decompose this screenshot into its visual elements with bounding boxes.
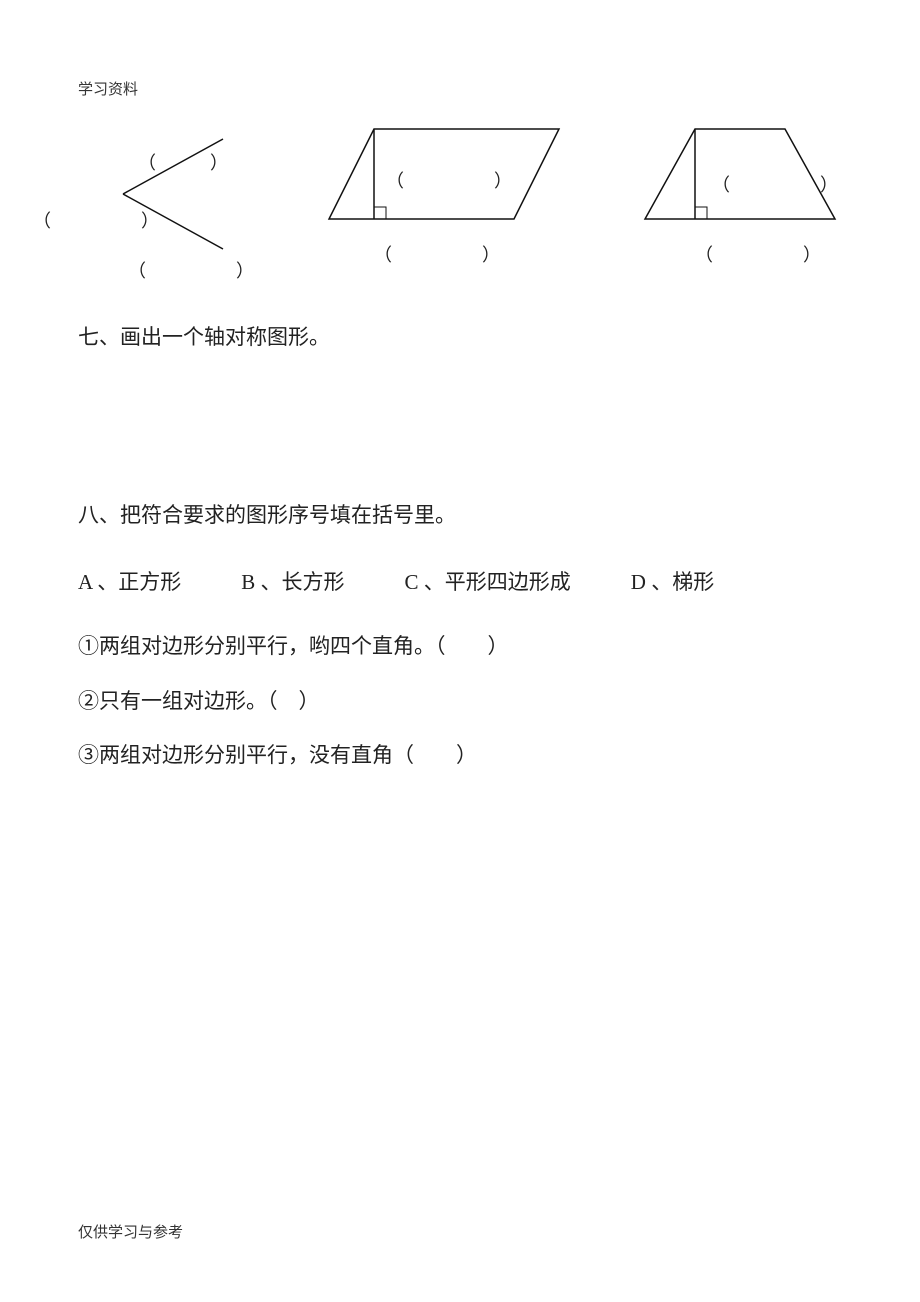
angle-label-top: （ ） bbox=[138, 149, 246, 175]
option-b: B 、长方形 bbox=[241, 555, 344, 610]
angle-svg bbox=[48, 119, 248, 269]
angle-figure: （ ） （ ） （ ） bbox=[48, 119, 248, 269]
para-label-bottom: （ ） bbox=[374, 241, 518, 267]
q8-item-3: ③两组对边形分别平行，没有直角（ ） bbox=[78, 728, 850, 783]
option-a: A 、正方形 bbox=[78, 555, 181, 610]
q8-item-1: ①两组对边形分别平行，哟四个直角。（ ） bbox=[78, 619, 850, 674]
q8-options-row: A 、正方形 B 、长方形 C 、平形四边形成 D 、梯形 bbox=[78, 555, 850, 610]
header-text: 学习资料 bbox=[78, 78, 850, 99]
angle-label-vertex: （ ） bbox=[33, 207, 177, 233]
para-label-inside: （ ） bbox=[386, 167, 530, 193]
figures-row: （ ） （ ） （ ） （ ） （ ） （ ） （ ） bbox=[78, 119, 850, 269]
trap-label-bottom: （ ） bbox=[695, 241, 839, 267]
question-8-title: 八、把符合要求的图形序号填在括号里。 bbox=[78, 497, 850, 535]
angle-label-bottom: （ ） bbox=[128, 257, 272, 283]
trap-label-inside: （ ） bbox=[712, 171, 856, 197]
footer-text: 仅供学习与参考 bbox=[78, 1221, 183, 1242]
trapezoid-figure: （ ） （ ） bbox=[640, 119, 850, 259]
option-d: D 、梯形 bbox=[631, 555, 714, 610]
option-c: C 、平形四边形成 bbox=[405, 555, 571, 610]
parallelogram-figure: （ ） （ ） bbox=[314, 119, 574, 259]
q8-item-2: ②只有一组对边形。（ ） bbox=[78, 674, 850, 729]
question-7-title: 七、画出一个轴对称图形。 bbox=[78, 319, 850, 357]
